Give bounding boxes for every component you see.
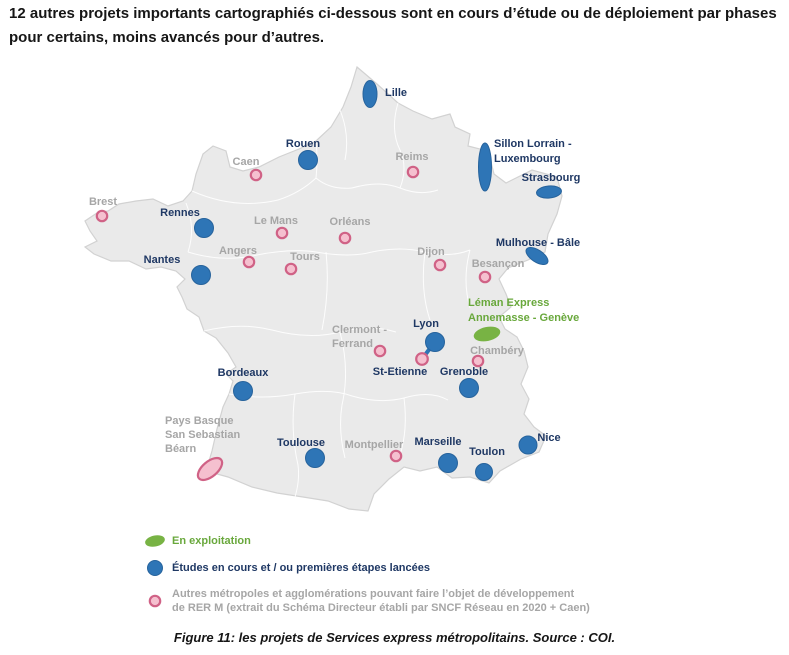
nantes-marker bbox=[191, 265, 211, 285]
intro-paragraph: 12 autres projets importants cartographi… bbox=[9, 5, 777, 46]
city-label-montpellier: Montpellier bbox=[344, 439, 404, 451]
label-line: Luxembourg bbox=[494, 153, 561, 165]
label-line: Pays Basque bbox=[165, 415, 234, 427]
chambery-marker bbox=[471, 354, 485, 368]
strasbourg-marker bbox=[536, 185, 562, 199]
label-line: Béarn bbox=[165, 443, 197, 455]
legend-label: Études en cours et / ou premières étapes… bbox=[172, 562, 430, 574]
st-etienne-marker bbox=[415, 352, 429, 366]
blue-circle-shape bbox=[147, 560, 163, 576]
montpellier-marker bbox=[389, 449, 403, 463]
rouen-marker bbox=[298, 150, 318, 170]
pink-circle-shape bbox=[148, 594, 162, 608]
city-label-pays-basque: Pays Basque San Sebastian Béarn bbox=[165, 414, 240, 456]
rennes-marker bbox=[194, 218, 214, 238]
brest-marker bbox=[95, 209, 109, 223]
legend-item-en-exploitation: En exploitation bbox=[138, 533, 590, 549]
city-label-sillon-lorrain: Sillon Lorrain - Luxembourg bbox=[494, 137, 572, 167]
city-label-brest: Brest bbox=[88, 196, 118, 208]
label-line: Ferrand bbox=[332, 338, 373, 350]
city-label-reims: Reims bbox=[395, 151, 429, 163]
orleans-marker bbox=[338, 231, 352, 245]
lille-marker bbox=[362, 80, 378, 108]
city-label-orleans: Orléans bbox=[329, 216, 371, 228]
department-borders bbox=[185, 102, 471, 498]
city-label-chambery: Chambéry bbox=[470, 345, 524, 357]
map-markers bbox=[95, 80, 562, 482]
green-ellipse-icon bbox=[138, 533, 172, 549]
legend-label: En exploitation bbox=[172, 535, 251, 547]
city-label-strasbourg: Strasbourg bbox=[521, 172, 581, 184]
city-label-mulhouse-bale: Mulhouse - Bâle bbox=[495, 237, 581, 249]
angers-marker bbox=[242, 255, 256, 269]
nice-marker bbox=[518, 435, 538, 455]
city-label-nantes: Nantes bbox=[143, 254, 181, 266]
caen-marker bbox=[249, 168, 263, 182]
pays-basque-marker bbox=[196, 456, 224, 482]
city-label-caen: Caen bbox=[232, 156, 260, 168]
city-label-marseille: Marseille bbox=[414, 436, 462, 448]
label-line: Annemasse - Genève bbox=[468, 312, 580, 324]
label-line: Clermont - bbox=[332, 324, 387, 336]
marseille-marker bbox=[438, 453, 458, 473]
figure-caption: Figure 11: les projets de Services expre… bbox=[173, 630, 616, 645]
city-label-lille: Lille bbox=[385, 87, 408, 99]
city-label-st-etienne: St-Etienne bbox=[372, 366, 428, 378]
pink-circle-icon-svg bbox=[148, 594, 162, 608]
label-line: San Sebastian bbox=[165, 429, 241, 441]
toulouse-marker bbox=[305, 448, 325, 468]
leman-express-marker bbox=[473, 326, 501, 342]
city-label-toulon: Toulon bbox=[469, 446, 505, 458]
legend-label: Autres métropoles et agglomérations pouv… bbox=[172, 587, 590, 615]
city-label-tours: Tours bbox=[290, 251, 320, 263]
lyon-marker bbox=[425, 332, 445, 352]
france-outline bbox=[83, 65, 563, 512]
city-label-nice: Nice bbox=[537, 432, 561, 444]
blue-circle-icon-svg bbox=[147, 560, 163, 576]
sillon-lorrain-marker bbox=[478, 142, 492, 192]
city-label-dijon: Dijon bbox=[417, 246, 445, 258]
label-line: Léman Express bbox=[468, 297, 550, 309]
city-label-le-mans: Le Mans bbox=[253, 215, 299, 227]
tours-marker bbox=[284, 262, 298, 276]
legend: En exploitation Études en cours et / ou … bbox=[138, 533, 590, 625]
legend-item-autres-metropoles: Autres métropoles et agglomérations pouv… bbox=[138, 587, 590, 615]
city-label-clermont-ferrand: Clermont - Ferrand bbox=[332, 323, 387, 351]
pink-circle-icon bbox=[138, 593, 172, 609]
legend-label-line: Autres métropoles et agglomérations pouv… bbox=[172, 588, 575, 600]
green-ellipse-shape bbox=[145, 535, 165, 547]
city-label-rennes: Rennes bbox=[160, 207, 200, 219]
reims-marker bbox=[406, 165, 420, 179]
bordeaux-marker bbox=[233, 381, 253, 401]
legend-label-line: de RER M (extrait du Schéma Directeur ét… bbox=[172, 602, 590, 614]
city-label-rouen: Rouen bbox=[285, 138, 321, 150]
legend-item-etudes-en-cours: Études en cours et / ou premières étapes… bbox=[138, 559, 590, 577]
dijon-marker bbox=[433, 258, 447, 272]
city-label-leman-express: Léman Express Annemasse - Genève bbox=[468, 296, 579, 326]
city-label-besancon: Besançon bbox=[471, 258, 525, 270]
mulhouse-bale-marker bbox=[525, 247, 549, 265]
label-line: Sillon Lorrain - bbox=[494, 138, 572, 150]
besancon-marker bbox=[478, 270, 492, 284]
city-label-lyon: Lyon bbox=[413, 318, 439, 330]
city-label-grenoble: Grenoble bbox=[439, 366, 489, 378]
toulon-marker bbox=[475, 463, 493, 481]
le-mans-marker bbox=[275, 226, 289, 240]
clermont-ferrand-marker bbox=[373, 344, 387, 358]
city-label-angers: Angers bbox=[219, 245, 257, 257]
city-label-toulouse: Toulouse bbox=[276, 437, 326, 449]
grenoble-marker bbox=[459, 378, 479, 398]
green-ellipse-icon-svg bbox=[145, 535, 165, 547]
city-label-bordeaux: Bordeaux bbox=[217, 367, 269, 379]
blue-circle-icon bbox=[138, 559, 172, 577]
